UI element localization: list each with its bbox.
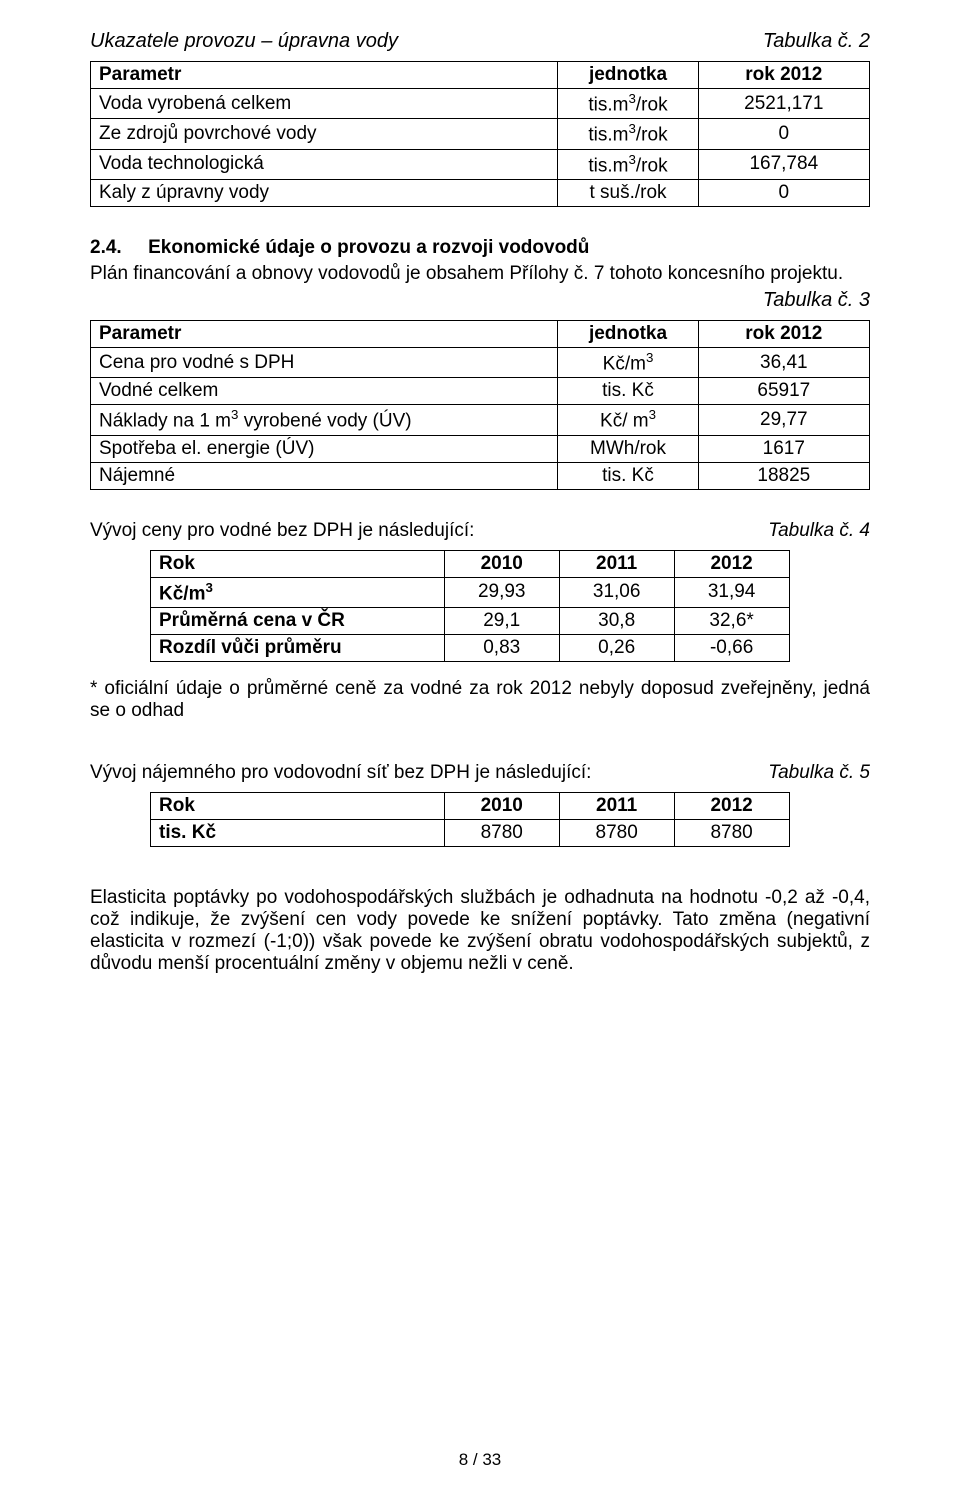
cell-header: 2011 — [559, 550, 674, 577]
cell-param: Voda vyrobená celkem — [91, 89, 558, 119]
table4-intro: Vývoj ceny pro vodné bez DPH je následuj… — [90, 520, 870, 542]
table-ref-3: Tabulka č. 3 — [90, 289, 870, 312]
cell-param: Náklady na 1 m3 vyrobené vody (ÚV) — [91, 405, 558, 435]
cell-label: tis. Kč — [151, 819, 445, 846]
cell-value: 29,93 — [444, 577, 559, 607]
cell-unit: Kč/m3 — [558, 347, 698, 377]
cell-value: 0,26 — [559, 634, 674, 661]
heading-2-4: 2.4. Ekonomické údaje o provozu a rozvoj… — [90, 237, 870, 259]
cell-unit: tis. Kč — [558, 462, 698, 489]
table5-intro: Vývoj nájemného pro vodovodní síť bez DP… — [90, 762, 870, 784]
cell-header: 2010 — [444, 792, 559, 819]
cell-value: 31,94 — [674, 577, 789, 607]
table5-pre: Vývoj nájemného pro vodovodní síť bez DP… — [90, 762, 591, 784]
cell-label: Rozdíl vůči průměru — [151, 634, 445, 661]
cell-param: Cena pro vodné s DPH — [91, 347, 558, 377]
table-4: Rok 2010 2011 2012 Kč/m3 29,93 31,06 31,… — [150, 550, 790, 662]
table-row: Cena pro vodné s DPH Kč/m3 36,41 — [91, 347, 870, 377]
table-row: Ze zdrojů povrchové vody tis.m3/rok 0 — [91, 119, 870, 149]
cell-unit: tis.m3/rok — [558, 89, 698, 119]
cell-value: 65917 — [698, 378, 869, 405]
cell-value: 29,77 — [698, 405, 869, 435]
cell-value: 31,06 — [559, 577, 674, 607]
paragraph: Plán financování a obnovy vodovodů je ob… — [90, 263, 870, 285]
cell-unit: Kč/ m3 — [558, 405, 698, 435]
table-2: Parametr jednotka rok 2012 Voda vyrobená… — [90, 61, 870, 207]
cell-header: Rok — [151, 550, 445, 577]
section-title: Ukazatele provozu – úpravna vody — [90, 30, 398, 53]
table-row: Voda technologická tis.m3/rok 167,784 — [91, 149, 870, 179]
cell-header: 2010 — [444, 550, 559, 577]
table-row: Parametr jednotka rok 2012 — [91, 320, 870, 347]
table-row: Nájemné tis. Kč 18825 — [91, 462, 870, 489]
table-header-param: Parametr — [91, 320, 558, 347]
cell-param: Ze zdrojů povrchové vody — [91, 119, 558, 149]
cell-value: 8780 — [444, 819, 559, 846]
table-row: Rok 2010 2011 2012 — [151, 792, 790, 819]
table-row: Vodné celkem tis. Kč 65917 — [91, 378, 870, 405]
table-row: Rok 2010 2011 2012 — [151, 550, 790, 577]
table-header-year: rok 2012 — [698, 320, 869, 347]
table-header-unit: jednotka — [558, 320, 698, 347]
cell-label: Kč/m3 — [151, 577, 445, 607]
table-ref-4: Tabulka č. 4 — [768, 520, 870, 542]
cell-header: 2012 — [674, 550, 789, 577]
table-header-unit: jednotka — [558, 62, 698, 89]
cell-value: 0 — [698, 119, 869, 149]
table-row: Náklady na 1 m3 vyrobené vody (ÚV) Kč/ m… — [91, 405, 870, 435]
heading-text: Ekonomické údaje o provozu a rozvoji vod… — [148, 237, 589, 258]
table-header-year: rok 2012 — [698, 62, 869, 89]
table-header-param: Parametr — [91, 62, 558, 89]
section-title-row: Ukazatele provozu – úpravna vody Tabulka… — [90, 30, 870, 53]
table-ref-2: Tabulka č. 2 — [763, 30, 870, 53]
table-row: Rozdíl vůči průměru 0,83 0,26 -0,66 — [151, 634, 790, 661]
cell-value: 2521,171 — [698, 89, 869, 119]
cell-unit: tis.m3/rok — [558, 119, 698, 149]
table4-pre: Vývoj ceny pro vodné bez DPH je následuj… — [90, 520, 474, 542]
cell-value: 1617 — [698, 435, 869, 462]
table-row: Kč/m3 29,93 31,06 31,94 — [151, 577, 790, 607]
heading-num: 2.4. — [90, 237, 122, 258]
cell-unit: t suš./rok — [558, 179, 698, 206]
cell-value: 8780 — [559, 819, 674, 846]
cell-value: 8780 — [674, 819, 789, 846]
bottom-paragraph: Elasticita poptávky po vodohospodářských… — [90, 887, 870, 975]
cell-value: 30,8 — [559, 607, 674, 634]
cell-param: Voda technologická — [91, 149, 558, 179]
cell-param: Vodné celkem — [91, 378, 558, 405]
page-footer: 8 / 33 — [0, 1450, 960, 1470]
cell-value: 0 — [698, 179, 869, 206]
table-row: Parametr jednotka rok 2012 — [91, 62, 870, 89]
cell-unit: tis.m3/rok — [558, 149, 698, 179]
cell-value: 167,784 — [698, 149, 869, 179]
cell-value: 29,1 — [444, 607, 559, 634]
table-5: Rok 2010 2011 2012 tis. Kč 8780 8780 878… — [150, 792, 790, 847]
cell-value: 36,41 — [698, 347, 869, 377]
table-row: Kaly z úpravny vody t suš./rok 0 — [91, 179, 870, 206]
cell-unit: tis. Kč — [558, 378, 698, 405]
cell-header: 2012 — [674, 792, 789, 819]
cell-value: 0,83 — [444, 634, 559, 661]
table-row: Průměrná cena v ČR 29,1 30,8 32,6* — [151, 607, 790, 634]
cell-param: Spotřeba el. energie (ÚV) — [91, 435, 558, 462]
cell-value: -0,66 — [674, 634, 789, 661]
cell-param: Kaly z úpravny vody — [91, 179, 558, 206]
cell-value: 32,6* — [674, 607, 789, 634]
table-3: Parametr jednotka rok 2012 Cena pro vodn… — [90, 320, 870, 490]
cell-param: Nájemné — [91, 462, 558, 489]
cell-unit: MWh/rok — [558, 435, 698, 462]
cell-label: Průměrná cena v ČR — [151, 607, 445, 634]
footnote-t4: * oficiální údaje o průměrné ceně za vod… — [90, 678, 870, 722]
cell-header: 2011 — [559, 792, 674, 819]
table-row: Voda vyrobená celkem tis.m3/rok 2521,171 — [91, 89, 870, 119]
cell-header: Rok — [151, 792, 445, 819]
table-row: tis. Kč 8780 8780 8780 — [151, 819, 790, 846]
table-row: Spotřeba el. energie (ÚV) MWh/rok 1617 — [91, 435, 870, 462]
cell-value: 18825 — [698, 462, 869, 489]
table-ref-5: Tabulka č. 5 — [768, 762, 870, 784]
